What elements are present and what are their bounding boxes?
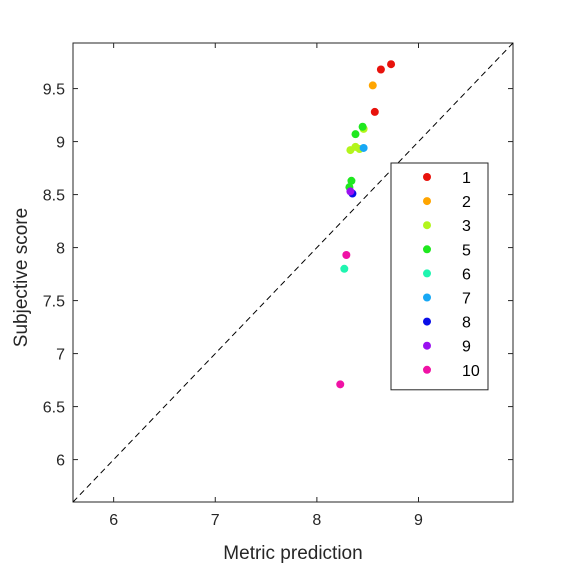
legend-marker	[423, 245, 431, 254]
legend-marker	[423, 341, 431, 350]
y-tick-label: 7.5	[43, 294, 65, 311]
legend-marker	[423, 221, 431, 230]
y-tick-label: 8	[56, 241, 65, 258]
legend-marker	[423, 197, 431, 206]
legend-label: 10	[462, 363, 480, 380]
data-point	[387, 60, 396, 69]
data-point	[336, 380, 345, 389]
data-point	[376, 65, 385, 74]
y-tick-label: 7	[56, 347, 65, 364]
axis-ticks: 6 7 8 9 6 6.5 7 7.5 8 8.5 9 9.5	[43, 43, 513, 529]
legend-marker	[423, 317, 431, 326]
legend-label: 3	[462, 218, 471, 235]
axes-box	[72, 42, 514, 503]
reference-line	[72, 42, 514, 503]
data-point	[368, 81, 377, 90]
legend-label: 9	[462, 339, 471, 356]
x-tick-label: 6	[109, 512, 118, 529]
y-axis-label: Subjective score	[11, 208, 32, 347]
data-point	[342, 251, 351, 260]
x-tick-label: 9	[414, 512, 423, 529]
data-point	[347, 176, 356, 185]
data-point	[346, 187, 355, 196]
legend-label: 8	[462, 315, 471, 332]
legend-label: 6	[462, 266, 471, 283]
data-point	[370, 107, 379, 116]
legend-marker	[423, 365, 431, 374]
data-point	[358, 122, 367, 131]
plot-area	[72, 42, 514, 503]
legend-marker	[423, 269, 431, 278]
data-point	[340, 264, 349, 273]
legend-box	[390, 162, 489, 391]
data-point	[359, 143, 368, 152]
legend: 1 2 3 5 6 7 8 9 10	[390, 162, 489, 391]
legend-label: 5	[462, 242, 471, 259]
legend-marker	[423, 293, 431, 302]
legend-marker	[423, 173, 431, 181]
y-tick-label: 9	[56, 135, 65, 152]
x-tick-label: 7	[211, 512, 220, 529]
y-tick-label: 6	[56, 453, 65, 470]
y-tick-label: 8.5	[43, 188, 65, 205]
legend-label: 2	[462, 194, 471, 211]
y-tick-label: 9.5	[43, 82, 65, 99]
x-tick-label: 8	[312, 512, 321, 529]
legend-label: 7	[462, 291, 471, 308]
y-tick-label: 6.5	[43, 400, 65, 417]
legend-label: 1	[462, 170, 471, 187]
data-point	[351, 130, 360, 139]
x-axis-label: Metric prediction	[223, 543, 362, 564]
